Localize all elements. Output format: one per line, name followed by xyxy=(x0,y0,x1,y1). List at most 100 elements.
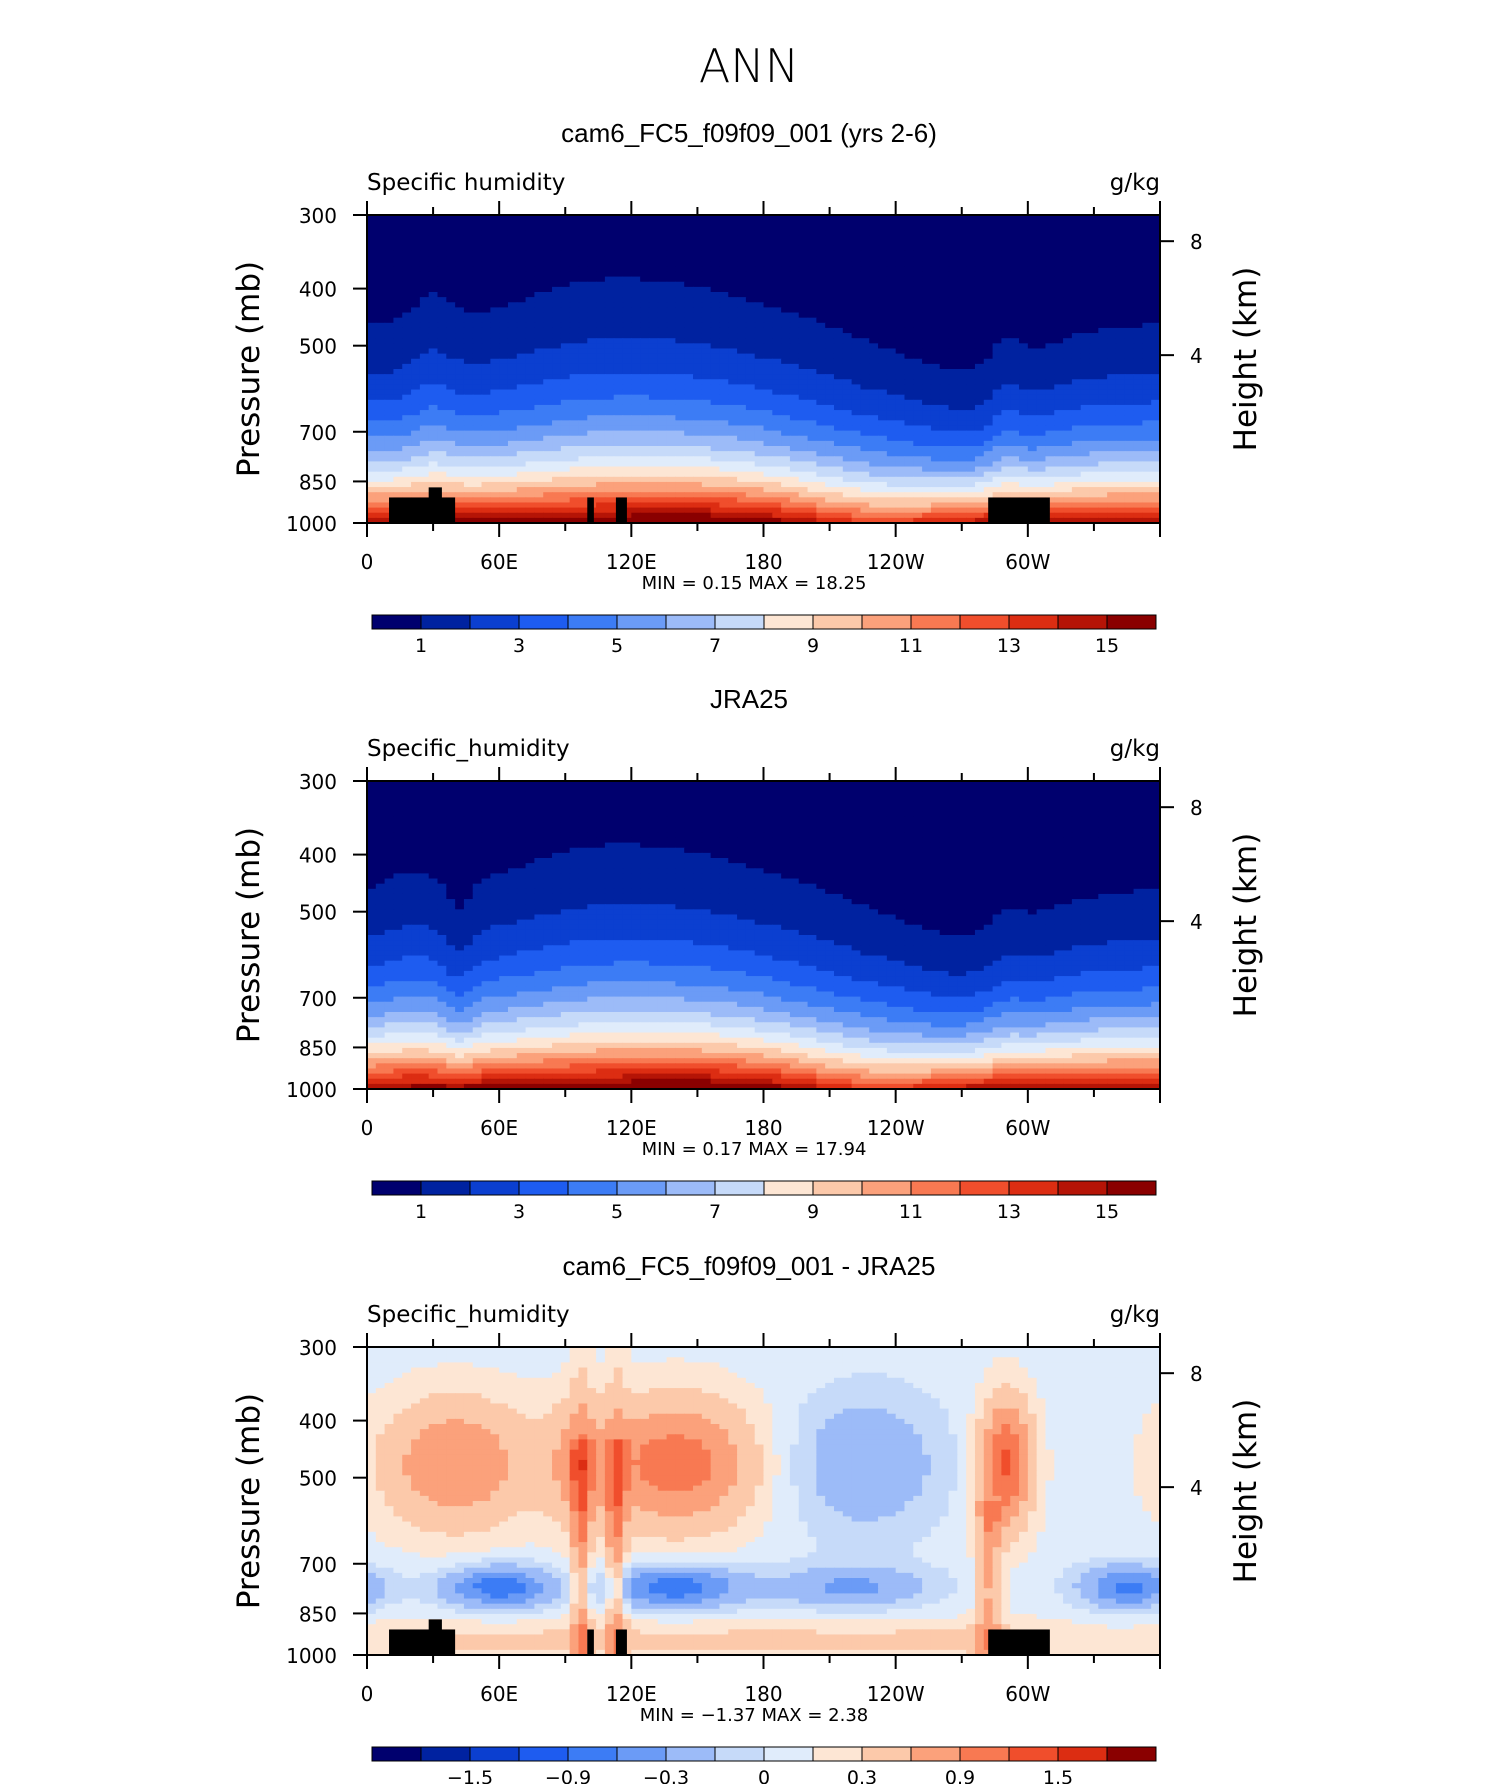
field-cell xyxy=(543,307,553,314)
field-cell xyxy=(851,374,862,380)
field-cell xyxy=(966,297,976,303)
field-cell xyxy=(728,348,738,355)
field-cell xyxy=(992,456,1002,462)
field-cell xyxy=(1089,461,1099,468)
field-cell xyxy=(701,256,712,262)
field-cell xyxy=(411,281,421,288)
field-cell xyxy=(640,481,650,488)
field-cell xyxy=(455,240,465,247)
field-cell xyxy=(560,307,571,314)
field-cell xyxy=(728,399,738,406)
field-cell xyxy=(974,230,985,237)
field-cell xyxy=(507,399,518,406)
field-cell xyxy=(578,338,588,344)
field-cell xyxy=(507,250,518,257)
field-cell xyxy=(684,466,694,473)
field-cell xyxy=(455,292,465,298)
field-cell xyxy=(833,466,844,473)
field-cell xyxy=(525,476,536,483)
field-cell xyxy=(428,297,439,303)
field-cell xyxy=(1115,420,1126,427)
field-cell xyxy=(878,333,888,339)
field-cell xyxy=(1010,451,1020,457)
field-cell xyxy=(851,215,862,221)
field-cell xyxy=(402,394,412,401)
field-cell xyxy=(992,394,1002,401)
field-cell xyxy=(930,333,941,339)
field-cell xyxy=(1142,302,1152,308)
field-cell xyxy=(1071,358,1082,365)
field-cell xyxy=(693,250,703,257)
field-cell xyxy=(684,374,694,380)
field-cell xyxy=(604,250,615,257)
field-cell xyxy=(463,286,474,293)
field-cell xyxy=(1001,446,1011,452)
field-cell xyxy=(728,230,738,237)
field-cell xyxy=(516,317,527,324)
field-cell xyxy=(701,348,712,355)
field-cell xyxy=(772,333,782,339)
field-cell xyxy=(1045,456,1055,462)
field-cell xyxy=(895,292,906,298)
field-cell xyxy=(1151,353,1161,360)
field-cell xyxy=(1027,440,1038,447)
field-cell xyxy=(781,276,791,283)
field-cell xyxy=(684,250,694,257)
field-cell xyxy=(437,322,447,329)
field-cell xyxy=(648,379,659,385)
field-cell xyxy=(842,353,853,360)
field-cell xyxy=(543,420,553,427)
field-cell xyxy=(1054,297,1064,303)
field-cell xyxy=(878,302,888,308)
field-cell xyxy=(481,245,491,252)
field-cell xyxy=(1151,343,1161,350)
field-cell xyxy=(1142,471,1152,478)
field-cell xyxy=(904,266,914,273)
field-cell xyxy=(983,471,994,478)
field-cell xyxy=(648,256,659,262)
field-cell xyxy=(939,420,950,427)
field-cell xyxy=(974,389,985,396)
field-cell xyxy=(604,497,615,504)
field-cell xyxy=(816,399,826,406)
field-cell xyxy=(913,271,923,278)
field-cell xyxy=(825,333,835,339)
field-cell xyxy=(1036,286,1047,293)
field-cell xyxy=(463,256,474,262)
field-cell xyxy=(1089,307,1099,314)
field-cell xyxy=(939,404,950,411)
field-cell xyxy=(1036,456,1047,462)
field-cell xyxy=(701,276,712,283)
field-cell xyxy=(701,430,712,437)
field-cell xyxy=(1107,410,1117,416)
field-cell xyxy=(648,497,659,504)
field-cell xyxy=(622,240,632,247)
field-cell xyxy=(472,220,483,226)
field-cell xyxy=(587,363,597,370)
field-cell xyxy=(1151,281,1161,288)
field-cell xyxy=(666,471,676,478)
field-cell xyxy=(393,286,403,293)
field-cell xyxy=(1151,266,1161,273)
field-cell xyxy=(798,343,809,350)
field-cell xyxy=(657,261,668,267)
field-cell xyxy=(930,369,941,375)
field-cell xyxy=(1089,415,1099,421)
field-cell xyxy=(930,420,941,427)
field-cell xyxy=(490,307,500,314)
field-cell xyxy=(1107,302,1117,308)
field-cell xyxy=(798,374,809,380)
field-cell xyxy=(693,481,703,488)
field-cell xyxy=(710,415,721,421)
field-cell xyxy=(1107,492,1117,498)
field-cell xyxy=(516,466,527,473)
panels: cam6_FC5_f09f09_001 (yrs 2-6)Specific hu… xyxy=(231,118,1264,1789)
field-cell xyxy=(966,286,976,293)
field-cell xyxy=(419,461,430,468)
field-cell xyxy=(419,292,430,298)
field-cell xyxy=(631,225,641,231)
field-cell xyxy=(534,307,544,314)
field-cell xyxy=(1142,307,1152,314)
field-cell xyxy=(1036,471,1047,478)
field-cell xyxy=(507,435,518,442)
